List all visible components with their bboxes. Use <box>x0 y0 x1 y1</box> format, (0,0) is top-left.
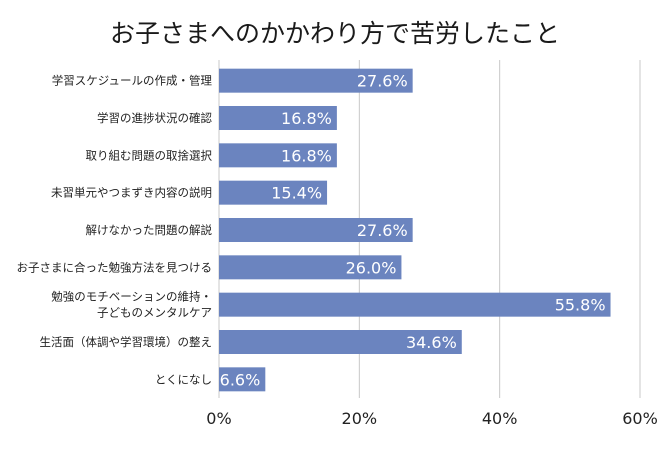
x-axis-ticks: 0% 20% 40% 60% <box>206 409 657 428</box>
bar-value-label: 26.0% <box>346 258 397 277</box>
chart-title: お子さまへのかかわり方で苦労したこと <box>110 19 560 48</box>
x-tick-label: 60% <box>622 409 658 428</box>
bar <box>219 330 462 354</box>
bars: 27.6% 16.8% 16.8% 15.4% 27.6% 26.0% 55.8% 34.6%… <box>219 68 611 392</box>
category-label: 取り組む問題の取捨選択 <box>86 148 213 162</box>
category-label: 学習の進捗状況の確認 <box>97 111 212 125</box>
bar-value-label: 16.8% <box>281 146 332 165</box>
category-label: 学習スケジュールの作成・管理 <box>52 74 213 88</box>
category-label: 勉強のモチベーションの維持・ <box>51 290 212 304</box>
category-label: お子さまに合った勉強方法を見つける <box>17 260 213 274</box>
category-label: とくになし <box>155 372 212 386</box>
bar <box>219 180 328 205</box>
category-label: 生活面（体調や学習環境）の整え <box>40 335 213 349</box>
x-tick-label: 40% <box>482 409 518 428</box>
category-labels: 学習スケジュールの作成・管理学習の進捗状況の確認取り組む問題の取捨選択未習単元や… <box>17 74 213 387</box>
bar-value-label: 15.4% <box>271 184 322 203</box>
bar <box>219 218 413 242</box>
bar <box>219 367 266 392</box>
bar <box>219 143 337 168</box>
x-tick-label: 20% <box>342 409 378 428</box>
bar <box>219 106 337 130</box>
bar-value-label: 16.8% <box>281 109 332 128</box>
bar <box>219 292 611 317</box>
bar <box>219 255 402 280</box>
x-tick-label: 0% <box>206 409 231 428</box>
bar-value-label: 55.8% <box>555 296 606 315</box>
bar <box>219 68 413 93</box>
bar-value-label: 27.6% <box>357 72 408 91</box>
category-label: 子どものメンタルケア <box>97 306 212 320</box>
category-label: 未習単元やつまずき内容の説明 <box>51 186 212 200</box>
category-label: 解けなかった問題の解説 <box>86 223 213 237</box>
bar-value-label: 27.6% <box>357 221 408 240</box>
bar-value-label: 34.6% <box>406 333 457 352</box>
bar-value-label: 6.6% <box>220 370 261 389</box>
